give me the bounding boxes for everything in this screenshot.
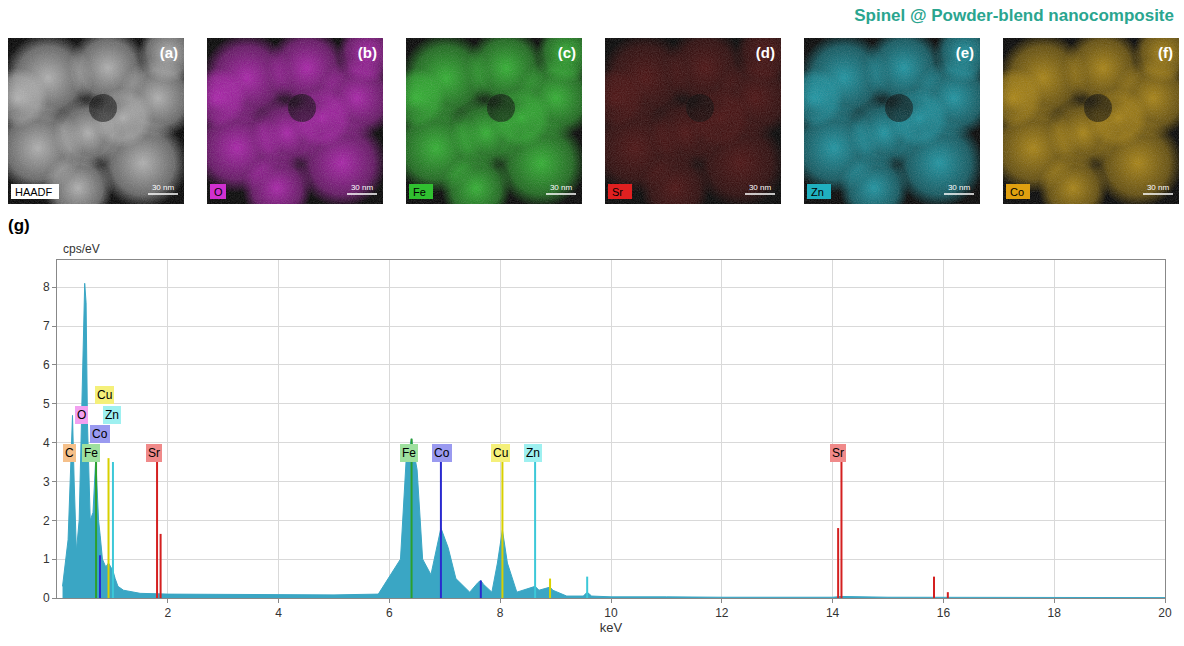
svg-text:6: 6 bbox=[43, 358, 50, 372]
svg-text:Fe: Fe bbox=[413, 186, 426, 198]
svg-text:4: 4 bbox=[275, 606, 282, 620]
svg-text:(c): (c) bbox=[558, 44, 576, 61]
svg-text:Cu: Cu bbox=[493, 446, 508, 460]
svg-text:16: 16 bbox=[937, 606, 951, 620]
svg-text:Fe: Fe bbox=[84, 446, 98, 460]
svg-text:30 nm: 30 nm bbox=[948, 183, 971, 192]
svg-text:2: 2 bbox=[43, 514, 50, 528]
svg-text:30 nm: 30 nm bbox=[1147, 183, 1170, 192]
svg-text:6: 6 bbox=[386, 606, 393, 620]
svg-text:Co: Co bbox=[92, 427, 108, 441]
svg-text:(d): (d) bbox=[756, 44, 775, 61]
svg-text:(f): (f) bbox=[1158, 44, 1173, 61]
svg-text:Cu: Cu bbox=[97, 388, 112, 402]
svg-text:O: O bbox=[214, 186, 223, 198]
svg-text:Sr: Sr bbox=[832, 446, 844, 460]
svg-text:Zn: Zn bbox=[105, 408, 119, 422]
svg-text:(a): (a) bbox=[160, 44, 178, 61]
svg-text:20: 20 bbox=[1158, 606, 1172, 620]
svg-text:8: 8 bbox=[43, 280, 50, 294]
svg-text:Sr: Sr bbox=[148, 446, 160, 460]
svg-text:O: O bbox=[77, 408, 86, 422]
svg-text:(b): (b) bbox=[358, 44, 377, 61]
svg-text:cps/eV: cps/eV bbox=[63, 242, 100, 256]
svg-text:10: 10 bbox=[604, 606, 618, 620]
svg-text:30 nm: 30 nm bbox=[152, 183, 175, 192]
svg-text:Sr: Sr bbox=[612, 186, 623, 198]
svg-text:0: 0 bbox=[43, 591, 50, 605]
svg-text:30 nm: 30 nm bbox=[749, 183, 772, 192]
svg-text:5: 5 bbox=[43, 397, 50, 411]
svg-text:HAADF: HAADF bbox=[15, 186, 53, 198]
svg-text:30 nm: 30 nm bbox=[550, 183, 573, 192]
svg-text:Zn: Zn bbox=[811, 186, 824, 198]
svg-text:(e): (e) bbox=[956, 44, 974, 61]
svg-text:30 nm: 30 nm bbox=[351, 183, 374, 192]
html-text:Spinel @ Powder-blend nanocomp: Spinel @ Powder-blend nanocomposite bbox=[854, 6, 1174, 25]
svg-text:2: 2 bbox=[164, 606, 171, 620]
svg-text:14: 14 bbox=[826, 606, 840, 620]
svg-text:Fe: Fe bbox=[402, 446, 416, 460]
html-text:(g): (g) bbox=[8, 216, 30, 235]
svg-text:12: 12 bbox=[715, 606, 729, 620]
svg-text:4: 4 bbox=[43, 436, 50, 450]
svg-text:3: 3 bbox=[43, 475, 50, 489]
svg-text:Co: Co bbox=[1010, 186, 1024, 198]
svg-text:8: 8 bbox=[497, 606, 504, 620]
svg-text:1: 1 bbox=[43, 552, 50, 566]
svg-text:C: C bbox=[65, 446, 74, 460]
svg-text:keV: keV bbox=[600, 620, 623, 635]
svg-text:7: 7 bbox=[43, 319, 50, 333]
svg-text:Zn: Zn bbox=[526, 446, 540, 460]
svg-text:Co: Co bbox=[434, 446, 450, 460]
svg-text:18: 18 bbox=[1048, 606, 1062, 620]
